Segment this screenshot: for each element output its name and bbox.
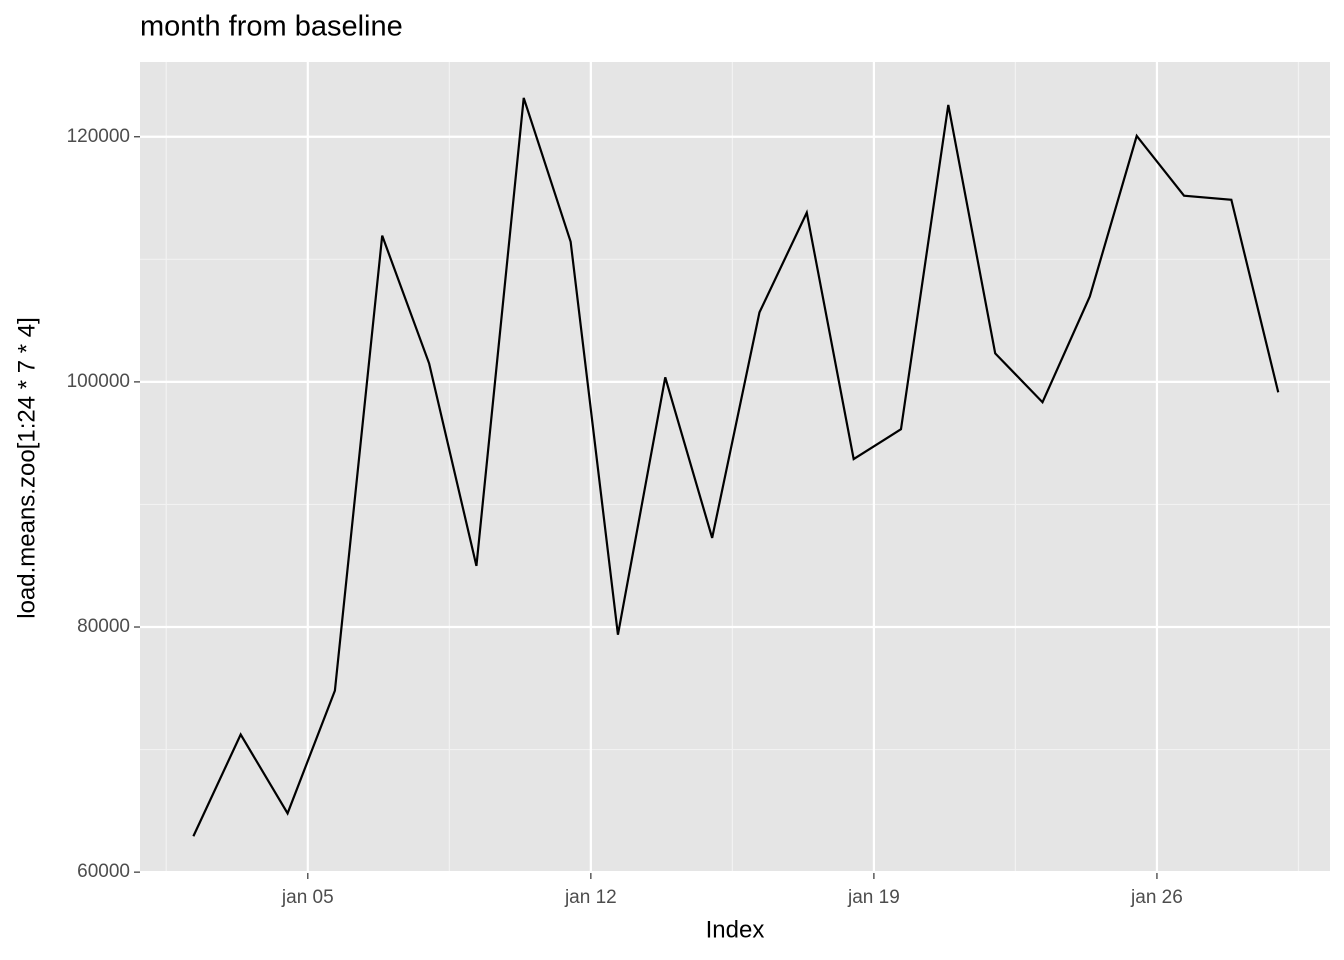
chart-title: month from baseline bbox=[140, 11, 403, 43]
y-axis-title: load.means.zoo[1:24 * 7 * 4] bbox=[13, 317, 40, 619]
line bbox=[192, 97, 1280, 837]
x-tick-label: jan 05 bbox=[281, 887, 334, 908]
x-tick-label: jan 12 bbox=[564, 887, 617, 908]
grid bbox=[140, 62, 1330, 874]
x-tick-label: jan 19 bbox=[847, 887, 900, 908]
y-tick-label: 120000 bbox=[67, 126, 130, 147]
panel bbox=[140, 62, 1330, 873]
y-tick-label: 80000 bbox=[77, 616, 130, 637]
x-axis-title: Index bbox=[706, 916, 765, 943]
y-tick-label: 60000 bbox=[77, 861, 130, 882]
x-tick-label: jan 26 bbox=[1130, 887, 1183, 908]
y-tick-label: 100000 bbox=[67, 371, 130, 392]
